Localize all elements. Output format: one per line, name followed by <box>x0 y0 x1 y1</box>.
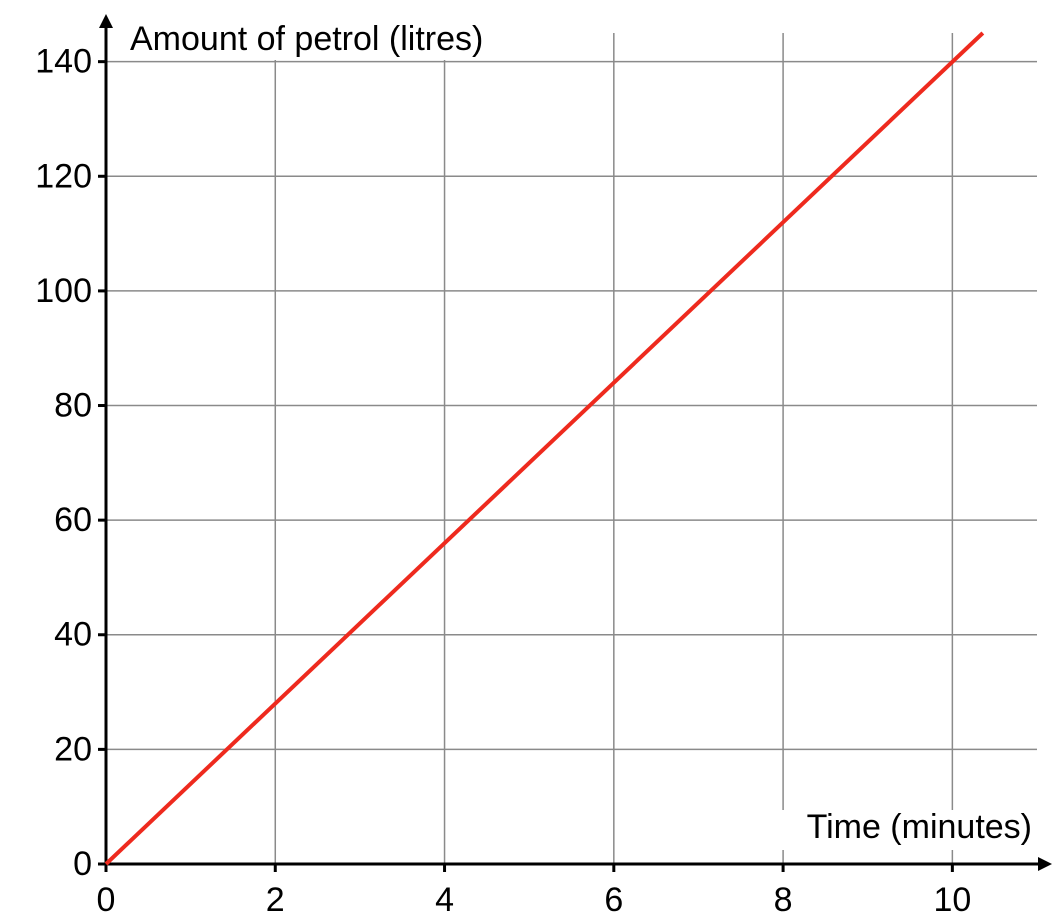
x-tick-label: 0 <box>97 881 116 919</box>
y-tick-label: 100 <box>35 272 92 310</box>
y-tick-label: 120 <box>35 157 92 195</box>
y-axis-arrow <box>99 14 113 28</box>
y-label-bg <box>124 20 572 60</box>
x-tick-label: 4 <box>435 881 454 919</box>
y-axis-label: Amount of petrol (litres) <box>130 20 483 58</box>
x-tick-label: 6 <box>604 881 623 919</box>
x-axis-label: Time (minutes) <box>807 808 1032 846</box>
x-tick-label: 8 <box>774 881 793 919</box>
y-tick-label: 140 <box>35 43 92 81</box>
y-tick-label: 20 <box>54 730 92 768</box>
y-tick-label: 0 <box>73 845 92 883</box>
y-tick-label: 60 <box>54 501 92 539</box>
y-tick-label: 40 <box>54 616 92 654</box>
grid <box>105 33 1037 865</box>
y-tick-label: 80 <box>54 387 92 425</box>
x-axis-arrow <box>1038 857 1052 871</box>
line <box>104 31 985 866</box>
x-tick-label: 10 <box>933 881 971 919</box>
x-label-bg <box>748 810 1038 850</box>
x-tick-label: 2 <box>266 881 285 919</box>
